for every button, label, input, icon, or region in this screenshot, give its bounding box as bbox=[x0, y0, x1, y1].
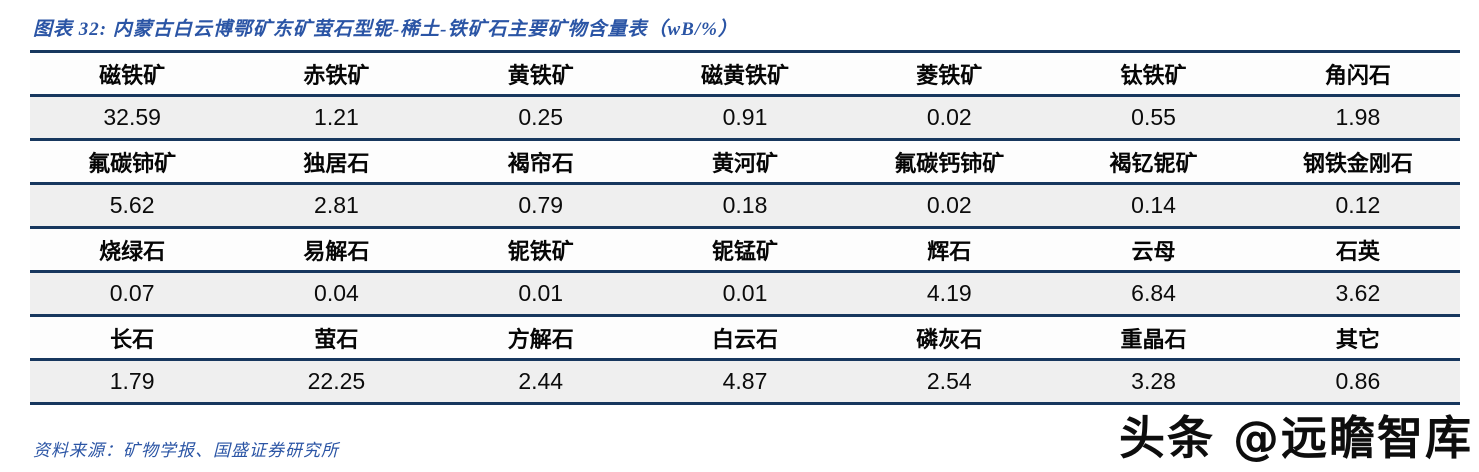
mineral-value-cell: 0.14 bbox=[1131, 192, 1176, 218]
mineral-value-cell: 0.55 bbox=[1131, 104, 1176, 130]
mineral-value-cell: 2.44 bbox=[518, 368, 564, 394]
toutiao-watermark: 头条 @远瞻智库 bbox=[1118, 411, 1473, 465]
mineral-name-cell: 褐钇铌矿 bbox=[1109, 150, 1198, 176]
mineral-name-cell: 黄铁矿 bbox=[507, 62, 574, 88]
mineral-name-row: 烧绿石 易解石 铌铁矿 铌锰矿 辉石 云母 石英 bbox=[30, 229, 1460, 273]
mineral-name-cell: 白云石 bbox=[711, 326, 778, 352]
mineral-name-cell: 赤铁矿 bbox=[303, 62, 370, 88]
mineral-value-cell: 22.25 bbox=[307, 368, 366, 394]
mineral-name-cell: 其它 bbox=[1335, 326, 1380, 352]
mineral-value-row: 1.79 22.25 2.44 4.87 2.54 3.28 0.86 bbox=[30, 361, 1460, 405]
mineral-name-cell: 铌铁矿 bbox=[507, 238, 574, 264]
mineral-value-cell: 0.12 bbox=[1335, 192, 1381, 218]
mineral-value-cell: 1.98 bbox=[1335, 104, 1381, 130]
mineral-value-cell: 0.86 bbox=[1335, 368, 1381, 394]
mineral-name-cell: 角闪石 bbox=[1324, 62, 1391, 88]
mineral-name-row: 长石 萤石 方解石 白云石 磷灰石 重晶石 其它 bbox=[30, 317, 1460, 361]
mineral-value-cell: 1.21 bbox=[314, 104, 359, 130]
mineral-name-cell: 铌锰矿 bbox=[711, 238, 778, 264]
mineral-name-cell: 方解石 bbox=[507, 326, 574, 352]
mineral-name-cell: 钢铁金刚石 bbox=[1302, 150, 1413, 176]
mineral-name-row: 磁铁矿 赤铁矿 黄铁矿 磁黄铁矿 菱铁矿 钛铁矿 角闪石 bbox=[30, 53, 1460, 97]
mineral-name-cell: 云母 bbox=[1131, 238, 1176, 264]
mineral-name-row: 氟碳铈矿 独居石 褐帘石 黄河矿 氟碳钙铈矿 褐钇铌矿 钢铁金刚石 bbox=[30, 141, 1460, 185]
mineral-name-cell: 磁铁矿 bbox=[99, 62, 166, 88]
mineral-name-cell: 萤石 bbox=[314, 326, 359, 352]
mineral-name-cell: 长石 bbox=[110, 326, 155, 352]
mineral-value-cell: 3.62 bbox=[1335, 280, 1381, 306]
mineral-value-cell: 1.79 bbox=[109, 368, 155, 394]
mineral-value-row: 0.07 0.04 0.01 0.01 4.19 6.84 3.62 bbox=[30, 273, 1460, 317]
mineral-value-cell: 2.54 bbox=[926, 368, 972, 394]
mineral-name-cell: 菱铁矿 bbox=[916, 62, 983, 88]
mineral-name-cell: 磷灰石 bbox=[916, 326, 983, 352]
mineral-value-cell: 0.79 bbox=[518, 192, 564, 218]
mineral-name-cell: 重晶石 bbox=[1120, 326, 1187, 352]
mineral-value-cell: 3.28 bbox=[1131, 368, 1176, 394]
mineral-value-cell: 4.19 bbox=[926, 280, 972, 306]
mineral-name-cell: 黄河矿 bbox=[711, 150, 778, 176]
mineral-name-cell: 石英 bbox=[1335, 238, 1380, 264]
mineral-name-cell: 辉石 bbox=[927, 238, 972, 264]
mineral-name-cell: 褐帘石 bbox=[507, 150, 574, 176]
mineral-value-cell: 0.01 bbox=[518, 280, 564, 306]
mineral-value-cell: 0.01 bbox=[722, 280, 768, 306]
mineral-value-cell: 0.25 bbox=[518, 104, 564, 130]
mineral-value-cell: 0.18 bbox=[722, 192, 768, 218]
mineral-name-cell: 烧绿石 bbox=[99, 238, 166, 264]
mineral-value-cell: 0.02 bbox=[926, 104, 972, 130]
mineral-value-cell: 4.87 bbox=[722, 368, 768, 394]
mineral-value-row: 32.59 1.21 0.25 0.91 0.02 0.55 1.98 bbox=[30, 97, 1460, 141]
mineral-name-cell: 磁黄铁矿 bbox=[700, 62, 789, 88]
figure-title: 图表 32: 内蒙古白云博鄂矿东矿萤石型铌-稀土-铁矿石主要矿物含量表（wB/%… bbox=[33, 19, 738, 40]
mineral-name-cell: 氟碳钙铈矿 bbox=[894, 150, 1005, 176]
mineral-name-cell: 钛铁矿 bbox=[1120, 62, 1187, 88]
mineral-value-cell: 6.84 bbox=[1131, 280, 1176, 306]
mineral-value-cell: 5.62 bbox=[109, 192, 155, 218]
mineral-value-row: 5.62 2.81 0.79 0.18 0.02 0.14 0.12 bbox=[30, 185, 1460, 229]
mineral-name-cell: 易解石 bbox=[303, 238, 370, 264]
mineral-name-cell: 独居石 bbox=[303, 150, 370, 176]
mineral-value-cell: 0.91 bbox=[722, 104, 768, 130]
mineral-value-cell: 0.07 bbox=[109, 280, 155, 306]
mineral-name-cell: 氟碳铈矿 bbox=[88, 150, 177, 176]
mineral-value-cell: 0.04 bbox=[314, 280, 359, 306]
mineral-value-cell: 0.02 bbox=[926, 192, 972, 218]
mineral-value-cell: 32.59 bbox=[103, 104, 161, 130]
data-source-caption: 资料来源：矿物学报、国盛证券研究所 bbox=[33, 441, 339, 460]
minerals-table: 磁铁矿 赤铁矿 黄铁矿 磁黄铁矿 菱铁矿 钛铁矿 角闪石 32.59 1.21 … bbox=[30, 50, 1460, 405]
mineral-value-cell: 2.81 bbox=[314, 192, 359, 218]
